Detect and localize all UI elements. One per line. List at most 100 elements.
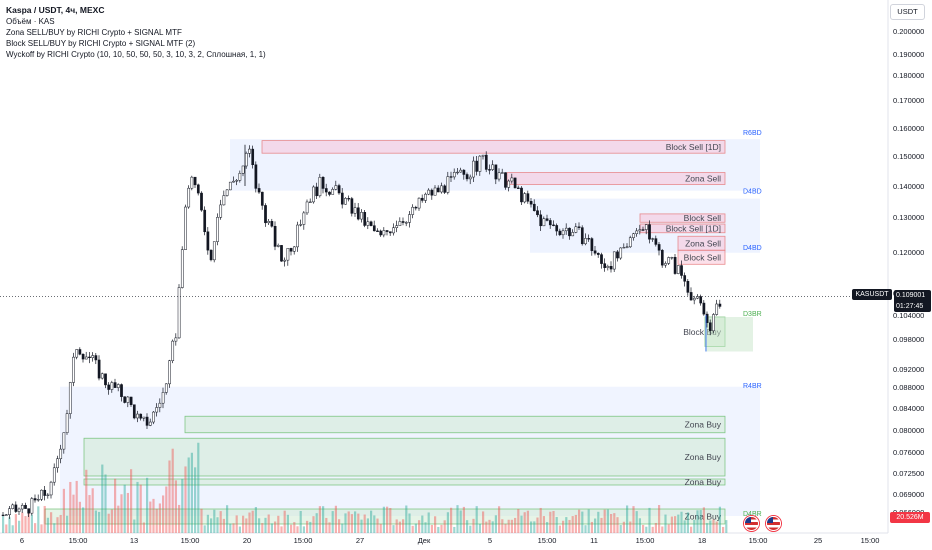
volume-bar [645,526,648,533]
candle-body [612,251,616,270]
block-indicator-label[interactable]: Block SELL/BUY by RICHI Crypto + SIGNAL … [6,39,196,48]
volume-bar [709,520,712,533]
zona-indicator-label[interactable]: Zona SELL/BUY by RICHI Crypto + SIGNAL M… [6,28,182,37]
time-tick-label: 15:00 [749,536,768,545]
zone-label: Zona Buy [685,452,722,462]
candle-body [587,238,591,240]
volume-bar [638,518,641,533]
chart-legend: Kaspa / USDT, 4ч, MEXC Объём · KAS Zona … [6,5,266,60]
candle-body [670,257,674,259]
volume-bar [706,523,709,533]
candle-body [94,355,98,361]
price-tick-label: 0.160000 [893,124,924,133]
price-tick-label: 0.120000 [893,248,924,257]
volume-bar [206,514,209,533]
zone-box [44,508,726,525]
time-tick-label: 18 [698,536,706,545]
volume-bar [517,509,520,533]
volume-bar [558,525,561,533]
volume-bar [146,477,149,533]
zone-box [83,437,726,477]
volume-bar [238,526,241,533]
candle-body [107,384,111,390]
volume-bar [91,488,94,533]
candle-body [356,207,360,220]
candle-body [494,164,498,180]
currency-button[interactable]: USDT [890,4,925,20]
volume-bar [590,521,593,533]
volume-bar [584,525,587,533]
volume-bar [46,517,49,533]
volume-bar [702,507,705,533]
volume-bar [24,516,27,533]
volume-bar [78,501,81,533]
candle-body [398,221,402,226]
price-tick-label: 0.130000 [893,213,924,222]
candle-body [363,212,367,226]
candle-body [526,193,530,202]
candle-body [36,499,40,501]
candle-body [110,382,114,390]
candle-body [49,481,53,496]
volume-bar [357,513,360,533]
volume-bar [533,521,536,533]
level-label: D4BD [743,189,762,196]
volume-bar [389,507,392,533]
candle-body [401,221,405,223]
symbol-price-tag: KASUSDT [852,289,892,300]
volume-bar [507,519,510,533]
volume-bar [600,517,603,533]
volume-bar [341,523,344,533]
volume-bar [165,486,168,533]
price-tick-label: 0.069000 [893,490,924,499]
candle-body [465,174,469,180]
volume-bar [430,524,433,533]
volume-bar [216,517,219,533]
volume-bar [232,523,235,533]
zone-box [184,415,726,434]
volume-bar [120,494,123,533]
volume-bar [686,512,689,533]
zone-label: Block Buy [683,327,722,337]
candle-body [475,160,479,172]
volume-bar [299,510,302,533]
volume-bar [181,478,184,533]
volume-bar [587,509,590,533]
volume-bar [270,523,273,533]
volume-bar [594,518,597,533]
candle-body [699,296,703,304]
level-label: D3BR [743,311,762,318]
candle-body [244,153,248,167]
zone-label: Zona Buy [685,477,722,487]
candle-body [4,514,8,516]
candle-body [72,356,75,383]
candle-body [315,186,319,197]
volume-bar [338,519,341,533]
us-flag-event-icon[interactable] [744,516,759,531]
volume-bar [21,512,24,533]
volume-indicator-label[interactable]: Объём · KAS [6,17,55,26]
time-tick-label: 13 [130,536,138,545]
volume-bar [629,521,632,533]
us-flag-event-icon[interactable] [766,516,781,531]
zone-label: Zona Buy [685,512,722,522]
wyckoff-indicator-label[interactable]: Wyckoff by RICHI Crypto (10, 10, 50, 50,… [6,50,266,59]
candle-body [126,396,130,403]
candle-body [638,229,642,232]
candle-body [180,249,184,288]
candle-body [248,148,251,154]
candle-body [145,416,149,426]
volume-bar [603,509,606,533]
volume-bar [325,517,328,533]
candle-body [510,177,514,182]
candle-body [552,224,555,226]
candle-body [33,498,37,501]
symbol-title[interactable]: Kaspa / USDT, 4ч, MEXC [6,5,105,15]
candle-body [536,210,539,216]
volume-bar [526,510,529,533]
candle-body [260,191,264,206]
time-tick-label: 15:00 [538,536,557,545]
volume-bar [142,522,145,533]
candle-body [673,257,677,274]
